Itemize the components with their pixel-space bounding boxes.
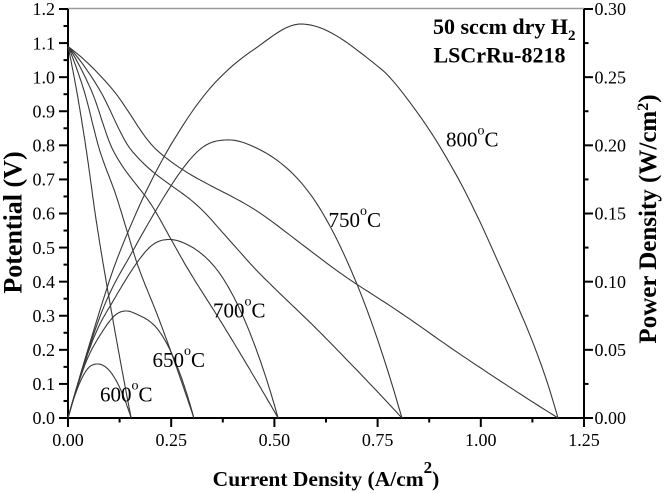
svg-text:800oC: 800oC bbox=[446, 124, 499, 152]
svg-text:1.25: 1.25 bbox=[568, 430, 600, 450]
svg-text:600oC: 600oC bbox=[100, 379, 153, 407]
svg-text:0.10: 0.10 bbox=[595, 272, 627, 292]
svg-text:0.9: 0.9 bbox=[33, 101, 56, 121]
svg-text:1.1: 1.1 bbox=[33, 33, 56, 53]
svg-text:0.00: 0.00 bbox=[52, 430, 84, 450]
svg-text:750oC: 750oC bbox=[329, 204, 382, 232]
svg-text:0.2: 0.2 bbox=[33, 340, 56, 360]
svg-text:0.75: 0.75 bbox=[362, 430, 394, 450]
svg-text:0.05: 0.05 bbox=[595, 340, 627, 360]
svg-text:0.30: 0.30 bbox=[595, 0, 627, 19]
svg-text:1.00: 1.00 bbox=[465, 430, 497, 450]
svg-text:0.3: 0.3 bbox=[33, 306, 56, 326]
svg-text:0.7: 0.7 bbox=[33, 170, 56, 190]
svg-text:0.00: 0.00 bbox=[595, 408, 627, 428]
svg-text:0.1: 0.1 bbox=[33, 374, 56, 394]
svg-text:0.5: 0.5 bbox=[33, 238, 56, 258]
svg-text:0.15: 0.15 bbox=[595, 204, 627, 224]
svg-text:0.25: 0.25 bbox=[595, 67, 627, 87]
svg-text:0.6: 0.6 bbox=[33, 204, 56, 224]
svg-text:650oC: 650oC bbox=[153, 344, 206, 372]
svg-text:1.2: 1.2 bbox=[33, 0, 56, 19]
svg-text:0.4: 0.4 bbox=[33, 272, 56, 292]
svg-text:0.25: 0.25 bbox=[155, 430, 187, 450]
svg-text:1.0: 1.0 bbox=[33, 67, 56, 87]
svg-text:0.50: 0.50 bbox=[259, 430, 291, 450]
svg-text:Power Density (W/cm2): Power Density (W/cm2) bbox=[635, 94, 662, 343]
svg-text:0.0: 0.0 bbox=[33, 408, 56, 428]
svg-text:0.20: 0.20 bbox=[595, 136, 627, 156]
svg-text:Potential (V): Potential (V) bbox=[0, 151, 28, 293]
svg-text:LSCrRu-8218: LSCrRu-8218 bbox=[434, 43, 566, 68]
svg-text:700oC: 700oC bbox=[213, 295, 266, 323]
svg-text:0.8: 0.8 bbox=[33, 136, 56, 156]
